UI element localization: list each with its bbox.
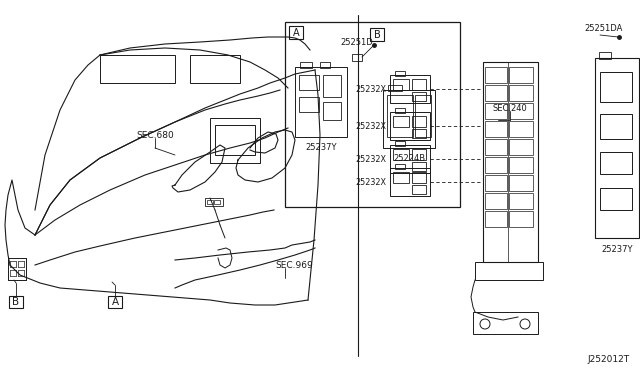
Bar: [595, 58, 639, 238]
Bar: [108, 296, 122, 308]
Bar: [214, 200, 220, 204]
Bar: [295, 67, 347, 137]
Text: SEC.240: SEC.240: [493, 103, 527, 112]
Text: 25232X: 25232X: [355, 84, 386, 93]
Bar: [600, 152, 632, 174]
Bar: [207, 200, 213, 204]
Bar: [412, 92, 426, 101]
Bar: [412, 185, 426, 194]
Bar: [395, 164, 405, 169]
Bar: [485, 139, 507, 155]
Bar: [412, 149, 426, 160]
Text: 25232X: 25232X: [355, 154, 386, 164]
Bar: [352, 54, 362, 61]
Bar: [485, 85, 507, 101]
Bar: [9, 296, 23, 308]
Text: 25224B: 25224B: [393, 154, 425, 163]
Bar: [600, 72, 632, 102]
Bar: [473, 312, 538, 334]
Bar: [320, 62, 330, 68]
Bar: [205, 198, 223, 206]
Bar: [485, 193, 507, 209]
Bar: [415, 95, 431, 137]
Bar: [485, 103, 507, 119]
Bar: [390, 145, 430, 173]
Bar: [639, 83, 640, 153]
Bar: [390, 112, 430, 140]
Bar: [600, 188, 632, 210]
Bar: [393, 149, 409, 160]
Text: 25237Y: 25237Y: [601, 246, 633, 254]
Text: 25232X: 25232X: [355, 122, 386, 131]
Bar: [323, 102, 341, 120]
Bar: [483, 62, 538, 262]
Bar: [383, 90, 435, 148]
Bar: [215, 125, 255, 155]
Text: 25251D: 25251D: [340, 38, 373, 46]
Bar: [600, 114, 632, 139]
Bar: [509, 67, 533, 83]
Text: 25251DA: 25251DA: [584, 23, 623, 32]
Bar: [323, 75, 341, 97]
Bar: [509, 85, 533, 101]
Bar: [395, 108, 405, 113]
Bar: [393, 172, 409, 183]
Bar: [390, 168, 430, 196]
Bar: [509, 175, 533, 191]
Bar: [485, 67, 507, 83]
Bar: [509, 193, 533, 209]
Bar: [388, 85, 402, 91]
Bar: [387, 95, 413, 137]
Text: B: B: [12, 297, 20, 307]
Bar: [100, 55, 175, 83]
Bar: [509, 211, 533, 227]
Bar: [390, 75, 430, 103]
Text: A: A: [292, 28, 300, 38]
Text: J252012T: J252012T: [588, 356, 630, 365]
Bar: [599, 52, 611, 59]
Text: 25232X: 25232X: [355, 177, 386, 186]
Bar: [412, 162, 426, 171]
Bar: [285, 22, 460, 207]
Bar: [393, 116, 409, 127]
Bar: [289, 26, 303, 39]
Text: SEC.680: SEC.680: [136, 131, 174, 140]
Bar: [299, 97, 319, 112]
Bar: [485, 157, 507, 173]
Bar: [190, 55, 240, 83]
Bar: [509, 103, 533, 119]
Bar: [412, 129, 426, 138]
Bar: [509, 157, 533, 173]
Text: B: B: [374, 29, 380, 39]
Bar: [485, 175, 507, 191]
Bar: [393, 79, 409, 90]
Bar: [412, 172, 426, 183]
Bar: [509, 121, 533, 137]
Bar: [210, 118, 260, 163]
Bar: [395, 71, 405, 76]
Bar: [370, 28, 384, 41]
Bar: [395, 141, 405, 146]
Bar: [412, 79, 426, 90]
Bar: [485, 121, 507, 137]
Bar: [509, 139, 533, 155]
Bar: [412, 116, 426, 127]
Bar: [299, 75, 319, 90]
Bar: [485, 211, 507, 227]
Text: A: A: [111, 297, 118, 307]
Bar: [475, 262, 543, 280]
Bar: [300, 62, 312, 68]
Text: SEC.969: SEC.969: [275, 260, 313, 269]
Text: 25237Y: 25237Y: [305, 142, 337, 151]
